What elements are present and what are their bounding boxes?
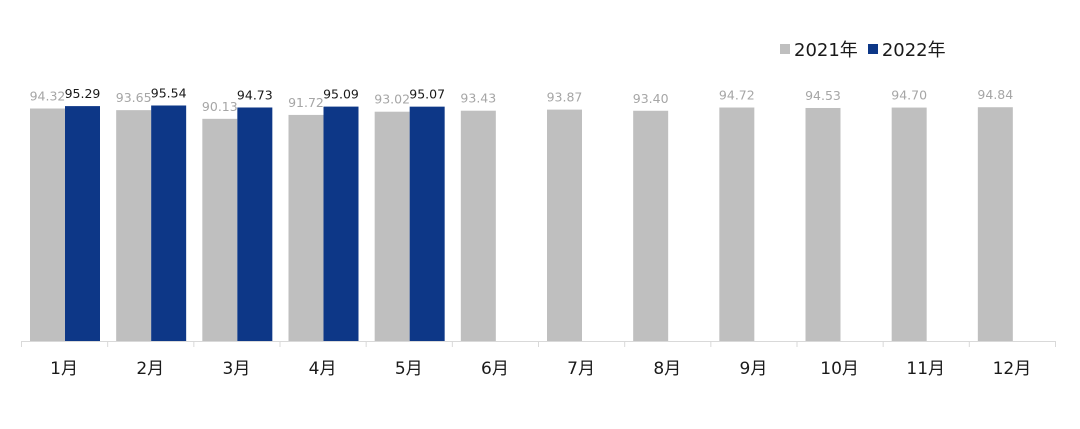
data-label-2022: 95.09 bbox=[323, 87, 359, 102]
x-tick-label: 2月 bbox=[136, 359, 164, 379]
bar-2021 bbox=[288, 114, 324, 341]
bar-2021 bbox=[460, 110, 496, 341]
legend-label-2022: 2022年 bbox=[881, 40, 946, 61]
legend-swatch-2021 bbox=[780, 44, 790, 54]
x-tick-label: 5月 bbox=[395, 359, 423, 379]
x-tick-label: 3月 bbox=[223, 359, 251, 379]
data-label-2022: 95.07 bbox=[409, 87, 445, 102]
bar-2021 bbox=[977, 107, 1013, 342]
bar-2021 bbox=[202, 118, 238, 341]
x-tick-label: 11月 bbox=[906, 359, 945, 379]
data-label-2022: 95.29 bbox=[65, 86, 101, 101]
bar-2022 bbox=[151, 105, 187, 341]
x-axis: 1月 2月 3月 4月 5月 6月 7月 8月 9月 10月 11月 12月 bbox=[21, 341, 1056, 379]
data-label-2022: 94.73 bbox=[237, 87, 273, 102]
bar-2021 bbox=[547, 109, 582, 342]
bar-2021 bbox=[374, 111, 410, 341]
bar-2022 bbox=[409, 106, 445, 341]
x-tick-label: 10月 bbox=[820, 359, 859, 379]
data-label-2021: 93.40 bbox=[633, 91, 669, 106]
data-label-2021: 90.13 bbox=[202, 99, 238, 114]
x-tick-label: 8月 bbox=[653, 359, 681, 379]
data-label-2021: 94.32 bbox=[30, 89, 66, 104]
bar-2022 bbox=[65, 106, 100, 341]
bar-2021 bbox=[891, 107, 927, 341]
data-label-2022: 95.54 bbox=[151, 85, 187, 100]
data-label-2021: 93.43 bbox=[460, 91, 496, 106]
bar-2021 bbox=[116, 110, 152, 342]
bar-2021 bbox=[719, 107, 755, 341]
data-label-2021: 93.02 bbox=[374, 92, 410, 107]
data-label-2021: 93.87 bbox=[547, 90, 583, 105]
data-label-2021: 94.53 bbox=[805, 88, 841, 103]
bar-2022 bbox=[323, 106, 359, 341]
data-label-2021: 94.84 bbox=[977, 87, 1013, 102]
bar-2021 bbox=[633, 110, 669, 341]
x-tick-label: 12月 bbox=[993, 359, 1032, 379]
bar-2022 bbox=[237, 107, 273, 342]
legend: 2021年 2022年 bbox=[780, 36, 956, 62]
bars-group bbox=[30, 105, 1013, 342]
x-tick-label: 1月 bbox=[50, 359, 78, 379]
bar-2021 bbox=[30, 108, 65, 342]
legend-swatch-2022 bbox=[867, 44, 878, 54]
x-tick-label: 6月 bbox=[481, 359, 509, 379]
x-tick-label: 7月 bbox=[567, 359, 595, 379]
x-tick-label: 9月 bbox=[740, 359, 768, 379]
data-label-2021: 94.72 bbox=[719, 88, 755, 103]
legend-item-2022: 2022年 bbox=[867, 36, 946, 62]
legend-label-2021: 2021年 bbox=[794, 40, 858, 61]
data-label-2021: 93.65 bbox=[116, 90, 152, 105]
legend-item-2021: 2021年 bbox=[780, 36, 858, 62]
data-label-2021: 94.70 bbox=[891, 88, 927, 103]
bar-2021 bbox=[805, 107, 841, 341]
x-tick-label: 4月 bbox=[309, 359, 337, 379]
data-label-2021: 91.72 bbox=[288, 95, 324, 110]
